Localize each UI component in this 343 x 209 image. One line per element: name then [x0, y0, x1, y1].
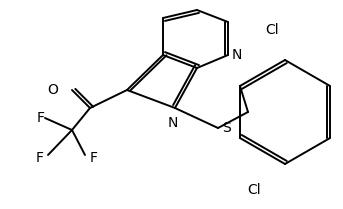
Text: F: F: [90, 151, 98, 165]
Text: Cl: Cl: [265, 23, 279, 37]
Text: Cl: Cl: [247, 183, 261, 197]
Text: N: N: [232, 48, 243, 62]
Text: N: N: [168, 116, 178, 130]
Text: F: F: [37, 111, 45, 125]
Text: F: F: [36, 151, 44, 165]
Text: S: S: [222, 121, 231, 135]
Text: O: O: [47, 83, 58, 97]
